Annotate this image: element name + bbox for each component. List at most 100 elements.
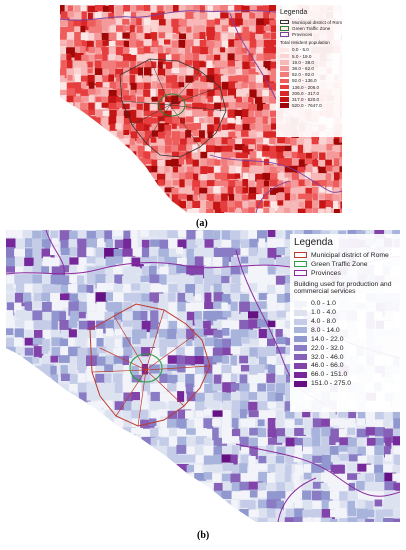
census-cell (269, 151, 277, 162)
census-cell (214, 74, 224, 86)
census-cell (357, 473, 368, 488)
legend-class-item: 206.0 - 317.0 (280, 90, 342, 96)
legend-layer-item: Provinces (280, 31, 342, 37)
census-cell (50, 274, 64, 286)
census-cell (167, 292, 176, 302)
census-cell (78, 320, 92, 332)
census-cell (144, 61, 154, 71)
census-cell (178, 166, 185, 176)
census-cell (164, 166, 170, 176)
census-cell (206, 19, 215, 27)
census-cell (256, 53, 267, 62)
census-cell (140, 257, 155, 265)
census-cell (298, 179, 307, 186)
census-cell (130, 60, 136, 72)
census-cell (319, 137, 327, 145)
census-cell (240, 365, 255, 372)
census-cell (227, 200, 236, 208)
census-cell (122, 320, 133, 327)
census-cell (228, 18, 240, 28)
census-cell (276, 428, 286, 438)
census-cell (227, 117, 235, 123)
census-cell (203, 409, 212, 416)
census-cell (194, 445, 206, 459)
census-cell (291, 158, 300, 168)
census-cell (130, 18, 136, 28)
census-cell (267, 401, 282, 409)
census-cell (41, 248, 55, 259)
census-cell (269, 208, 275, 213)
census-cell (186, 123, 197, 133)
census-cell (221, 117, 232, 128)
census-cell (356, 428, 369, 438)
census-cell (165, 54, 176, 63)
census-cell (227, 145, 233, 155)
census-cell (150, 5, 157, 14)
census-cell (222, 482, 233, 495)
census-cell (180, 138, 190, 146)
census-cell (123, 292, 133, 302)
census-cell (144, 67, 153, 77)
census-cell (141, 436, 156, 449)
census-cell (105, 239, 113, 249)
census-cell (212, 355, 227, 363)
census-cell (213, 95, 221, 104)
census-cell (207, 12, 219, 24)
census-cell (140, 275, 152, 282)
census-cell (329, 446, 339, 458)
census-cell (51, 347, 66, 358)
census-cell (186, 239, 198, 251)
census-cell (270, 61, 279, 72)
census-cell (235, 18, 243, 26)
census-cell (228, 67, 240, 74)
census-cell (195, 364, 205, 374)
census-cell (123, 401, 132, 415)
census-cell (132, 400, 142, 413)
census-cell (115, 68, 124, 77)
legend-class-swatch (294, 354, 307, 361)
census-cell (164, 187, 175, 193)
census-cell (144, 145, 156, 152)
census-cell (199, 54, 210, 63)
census-cell (267, 274, 278, 289)
census-cell (141, 293, 150, 304)
census-cell (95, 292, 108, 304)
census-cell (207, 32, 215, 40)
census-cell (259, 257, 273, 266)
census-cell (234, 159, 241, 165)
census-cell (283, 151, 293, 157)
green-traffic-zone (129, 353, 163, 383)
census-cell (129, 138, 136, 149)
census-cell (207, 166, 219, 177)
census-cell (185, 39, 196, 47)
census-cell (158, 166, 165, 175)
census-cell (258, 410, 272, 420)
census-cell (221, 180, 229, 188)
census-cell (266, 373, 276, 383)
census-cell (242, 117, 253, 125)
census-cell (95, 117, 101, 128)
census-cell (228, 26, 239, 37)
census-cell (297, 144, 303, 156)
census-cell (105, 382, 116, 394)
census-cell (255, 33, 263, 39)
census-cell (87, 61, 93, 71)
census-cell (206, 158, 217, 166)
census-cell (230, 355, 237, 367)
census-cell (333, 209, 342, 213)
legend-class-label: 5.0 - 19.0 (292, 53, 312, 59)
census-cell (203, 346, 215, 357)
census-cell (167, 347, 176, 362)
census-cell (51, 374, 59, 387)
census-cell (213, 12, 222, 23)
census-cell (68, 365, 76, 376)
census-cell (302, 409, 311, 418)
census-cell (207, 68, 219, 79)
census-cell (275, 275, 286, 286)
census-cell (204, 266, 217, 277)
census-cell (14, 337, 23, 350)
census-cell (284, 364, 295, 378)
legend-class-label: 92.0 - 136.0 (292, 78, 317, 84)
census-cell (257, 490, 269, 498)
census-cell (109, 47, 115, 55)
